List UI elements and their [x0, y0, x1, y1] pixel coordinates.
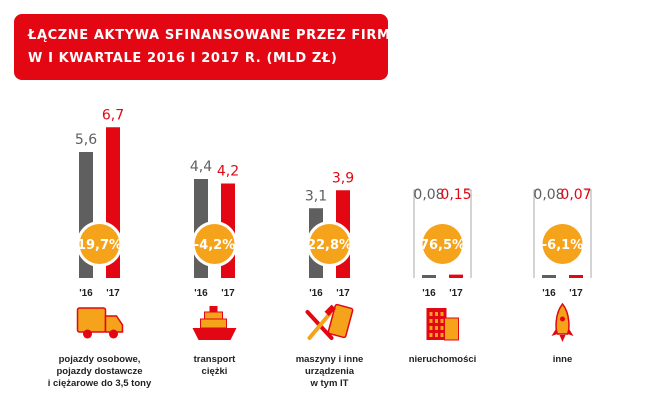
building-icon — [426, 308, 459, 341]
bar-2016 — [542, 275, 556, 278]
tick-label-2016: '16 — [309, 288, 323, 299]
tick-label-2016: '16 — [542, 288, 556, 299]
tick-label-2016: '16 — [79, 288, 93, 299]
category-label: inne — [488, 354, 638, 366]
bar-2017 — [569, 275, 583, 278]
category-label: nieruchomości — [368, 354, 518, 366]
change-badge — [422, 224, 463, 264]
value-label-2016: 0,08 — [533, 187, 564, 203]
value-label-2016: 3,1 — [305, 188, 327, 204]
tools-tablet-icon — [305, 303, 354, 340]
change-label: 19,7% — [77, 238, 122, 253]
value-label-2017: 0,07 — [560, 187, 591, 203]
category-label-line: nieruchomości — [408, 354, 477, 365]
bar-2016 — [422, 275, 436, 278]
value-label-2016: 0,08 — [413, 187, 444, 203]
category-label-line: w tym IT — [310, 378, 349, 389]
category-label-line: pojazdy osobowe, — [58, 354, 141, 365]
bar-2017 — [449, 274, 463, 278]
category-label-line: inne — [552, 354, 573, 365]
value-label-2016: 4,4 — [190, 159, 212, 175]
change-badge — [194, 224, 235, 264]
category-label: pojazdy osobowe, pojazdy dostawcze i cięża… — [25, 354, 175, 390]
rocket-icon — [551, 302, 574, 342]
value-label-2016: 5,6 — [75, 132, 97, 148]
change-label: -6,1% — [542, 238, 583, 253]
tick-label-2017: '17 — [569, 288, 583, 299]
bracket-frame — [533, 189, 592, 278]
category-label: transport ciężki — [140, 354, 290, 378]
tick-label-2017: '17 — [336, 288, 350, 299]
title-line-2: W I KWARTALE 2016 I 2017 R. (MLD ZŁ) — [28, 51, 338, 66]
change-badge — [79, 224, 120, 264]
category-label: maszyny i inne urządzenia w tym IT — [255, 354, 405, 390]
change-badge — [542, 224, 583, 264]
change-label: 22,8% — [307, 238, 352, 253]
value-label-2017: 6,7 — [102, 107, 124, 123]
category-label-line: i ciężarowe do 3,5 tony — [47, 378, 152, 389]
change-badge — [309, 224, 350, 264]
value-label-2017: 3,9 — [332, 170, 354, 186]
category-label-line: maszyny i inne — [295, 354, 364, 365]
change-label: 76,5% — [420, 238, 465, 253]
category-label-line: pojazdy dostawcze — [56, 366, 143, 377]
tick-label-2016: '16 — [194, 288, 208, 299]
category-label-line: ciężki — [201, 366, 228, 377]
category-label-line: urządzenia — [304, 366, 355, 377]
change-label: -4,2% — [194, 238, 235, 253]
tick-label-2017: '17 — [106, 288, 120, 299]
ship-icon — [192, 306, 237, 340]
value-label-2017: 4,2 — [217, 164, 239, 180]
bracket-frame — [413, 189, 472, 278]
tick-label-2017: '17 — [221, 288, 235, 299]
delivery-truck-icon — [76, 307, 124, 339]
tick-label-2017: '17 — [449, 288, 463, 299]
category-label-line: transport — [193, 354, 236, 365]
tick-label-2016: '16 — [422, 288, 436, 299]
value-label-2017: 0,15 — [440, 187, 471, 203]
